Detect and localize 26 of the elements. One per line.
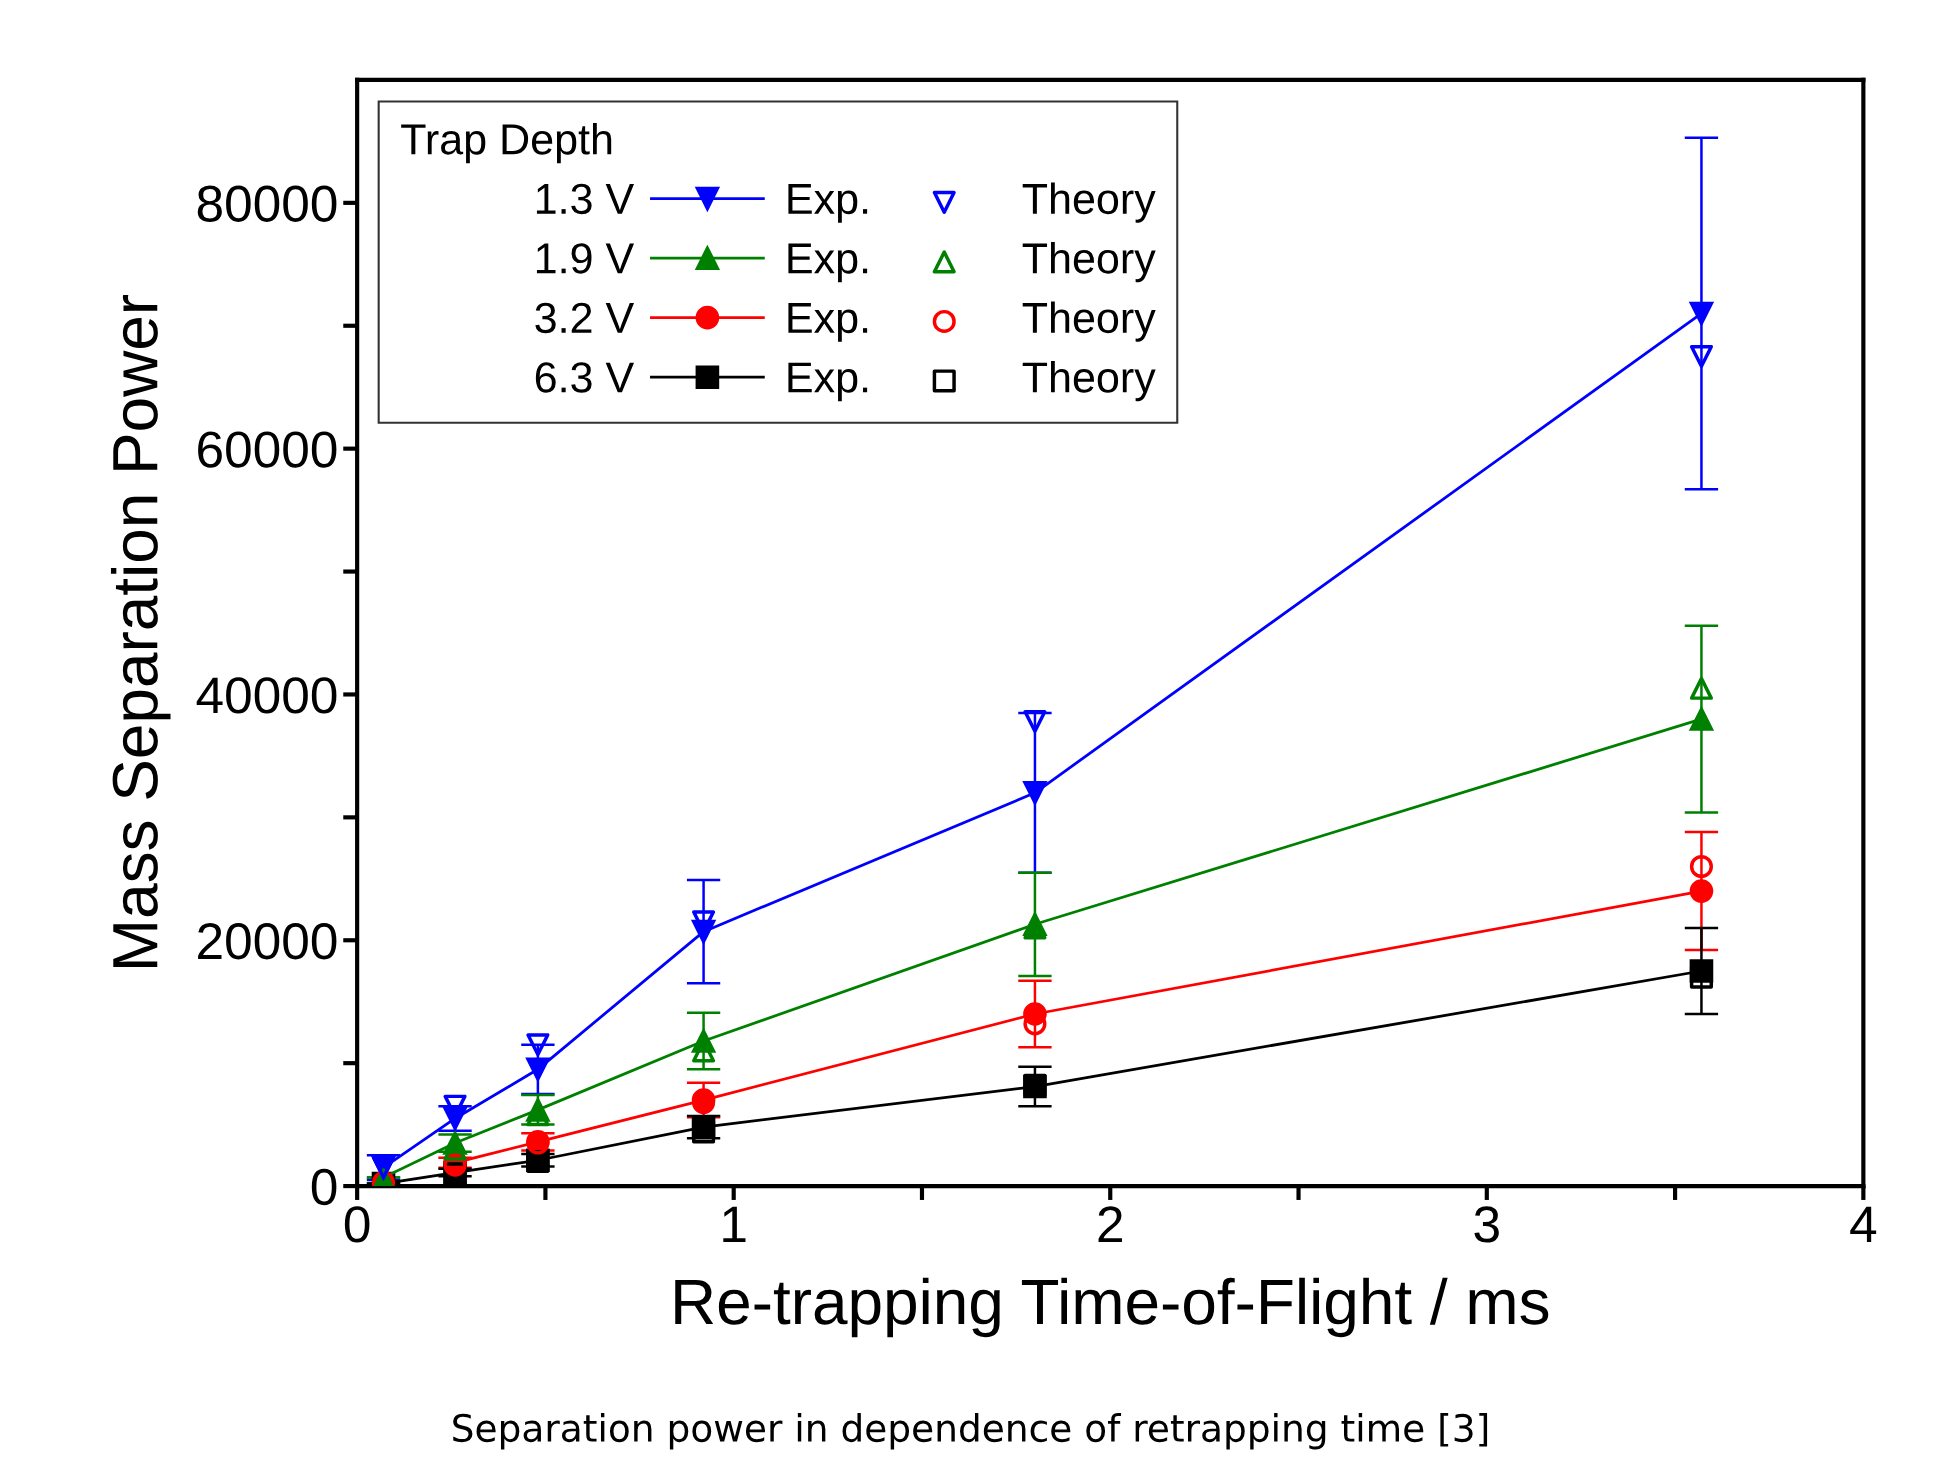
y-axis-title: Mass Separation Power — [110, 294, 171, 967]
y-tick-label: 80000 — [197, 185, 337, 222]
y-tick-label: 0 — [311, 1168, 337, 1206]
legend-label: Exp. — [788, 243, 868, 283]
x-axis-title: Re-trapping Time-of-Flight / ms — [675, 1277, 1549, 1338]
legend-label: Theory — [1022, 182, 1156, 223]
x-tick-label: 2 — [1098, 1206, 1122, 1243]
y-tick-label: 20000 — [198, 923, 337, 960]
legend-label: Theory — [1022, 361, 1156, 402]
x-tick-label: 0 — [344, 1206, 370, 1243]
annotation: 1.3 V — [536, 183, 635, 215]
y-tick-label: 60000 — [198, 431, 337, 468]
annotation: 6.3 V — [535, 362, 635, 393]
annotation: 1.9 V — [536, 243, 635, 274]
legend-label: Theory — [1022, 242, 1156, 283]
legend-label: Theory — [1022, 301, 1156, 342]
x-tick-label: 4 — [1850, 1206, 1877, 1243]
text: Separation power in dependence of retrapping time [3] — [453, 1413, 1488, 1450]
annotation: 3.2 V — [535, 302, 635, 334]
legend-label: Exp. — [788, 362, 868, 402]
legend-title: Trap Depth — [401, 123, 612, 164]
legend-label: Exp. — [788, 184, 868, 223]
x-tick-label: 1 — [723, 1206, 746, 1243]
legend-label: Exp. — [788, 303, 868, 342]
x-tick-label: 3 — [1474, 1206, 1499, 1243]
y-tick-label: 40000 — [196, 677, 337, 714]
